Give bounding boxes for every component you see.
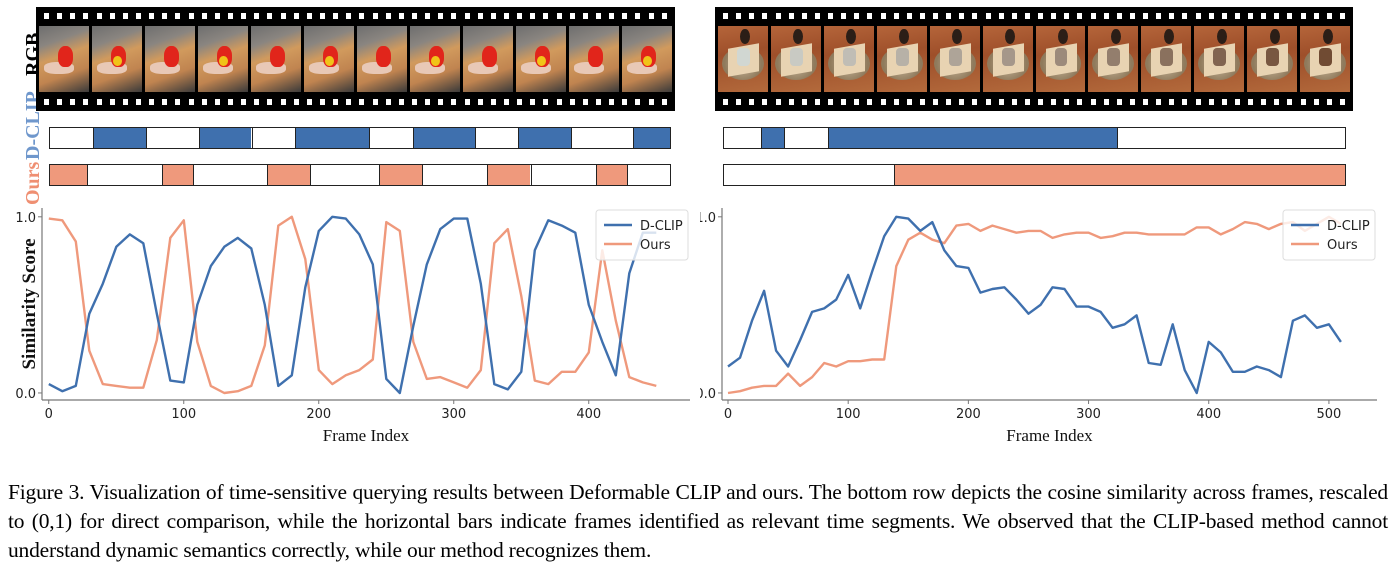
- legend-box: [595, 209, 689, 261]
- video-frame: [145, 26, 195, 92]
- video-frame: [1194, 26, 1245, 92]
- video-frame: [39, 26, 89, 92]
- chart-legend: D-CLIP Ours: [1282, 209, 1376, 261]
- ours-segment-relevant: [267, 165, 311, 185]
- legend-label: Ours: [1327, 238, 1358, 253]
- video-frame: [304, 26, 354, 92]
- x-tick-label: 200: [306, 407, 331, 422]
- dclip-segment-irrelevant: [146, 128, 199, 148]
- y-tick-label: 1.0: [15, 211, 36, 226]
- video-frame: [569, 26, 619, 92]
- figure-caption: Figure 3. Visualization of time-sensitiv…: [8, 480, 1388, 562]
- dclip-segment-irrelevant: [783, 128, 828, 148]
- dclip-segment-irrelevant: [724, 128, 762, 148]
- series-line-ours: [48, 215, 657, 395]
- video-frame: [463, 26, 513, 92]
- ours-segment-irrelevant: [422, 165, 488, 185]
- segment-bar-ours-right: [723, 164, 1346, 186]
- video-frame: [876, 26, 927, 92]
- dclip-segment-irrelevant: [474, 128, 519, 148]
- video-frame: [92, 26, 142, 92]
- legend-box: [1282, 209, 1376, 261]
- x-tick-label: 400: [1196, 407, 1221, 422]
- video-frame: [982, 26, 1033, 92]
- sprocket-holes-top: [36, 12, 675, 20]
- ours-segment-irrelevant: [310, 165, 379, 185]
- ours-segment-irrelevant: [192, 165, 267, 185]
- video-frame: [823, 26, 874, 92]
- dclip-segment-irrelevant: [251, 128, 295, 148]
- video-frame: [357, 26, 407, 92]
- ours-segment-relevant: [487, 165, 531, 185]
- x-tick-label: 0: [45, 407, 53, 422]
- similarity-chart-right: 0 100 200 300 400 500 0.0 1.0 Frame Index D-CLIP O…: [700, 208, 1377, 445]
- series-line-ours: [727, 215, 1342, 395]
- video-frame: [1141, 26, 1192, 92]
- legend-label: Ours: [640, 238, 671, 253]
- video-frame: [622, 26, 672, 92]
- ours-segment-relevant: [378, 165, 422, 185]
- video-frame: [1247, 26, 1298, 92]
- video-frame: [1088, 26, 1139, 92]
- dclip-segment-irrelevant: [50, 128, 94, 148]
- x-tick-label: 500: [1317, 407, 1342, 422]
- legend-label: D-CLIP: [640, 219, 683, 234]
- ours-segment-relevant: [893, 165, 1345, 185]
- video-frame: [929, 26, 980, 92]
- filmstrip-kitchen: [36, 7, 675, 111]
- sprocket-holes-top: [715, 12, 1353, 20]
- filmstrip-table: [715, 7, 1353, 111]
- x-tick-label: 0: [724, 407, 732, 422]
- ours-segment-irrelevant: [724, 165, 894, 185]
- ours-segment-irrelevant: [626, 165, 670, 185]
- x-tick-label: 100: [836, 407, 861, 422]
- ours-segment-relevant: [595, 165, 627, 185]
- series-line-d-clip: [727, 215, 1342, 395]
- dclip-segment-irrelevant: [1117, 128, 1345, 148]
- y-tick-label: 0.0: [700, 387, 716, 402]
- similarity-chart-left: 0 100 200 300 400 0.0 1.0 Frame Index Similarity…: [15, 208, 690, 445]
- dclip-segment-irrelevant: [369, 128, 413, 148]
- dclip-segment-relevant: [294, 128, 370, 148]
- ours-segment-relevant: [161, 165, 193, 185]
- x-tick-label: 200: [956, 407, 981, 422]
- dclip-segment-relevant: [761, 128, 784, 148]
- segment-bar-dclip-left: [49, 127, 671, 149]
- x-tick-label: 400: [576, 407, 601, 422]
- y-tick-label: 1.0: [700, 211, 716, 226]
- video-frame: [718, 26, 768, 92]
- video-frame: [516, 26, 566, 92]
- video-frame: [1035, 26, 1086, 92]
- dclip-segment-relevant: [632, 128, 670, 148]
- segment-bar-dclip-right: [723, 127, 1346, 149]
- series-line-d-clip: [48, 215, 657, 395]
- x-axis-label: Frame Index: [323, 426, 410, 445]
- ours-segment-irrelevant: [530, 165, 596, 185]
- ours-segment-relevant: [50, 165, 88, 185]
- chart-legend: D-CLIP Ours: [595, 209, 689, 261]
- x-tick-label: 100: [171, 407, 196, 422]
- sprocket-holes-bottom: [715, 98, 1353, 106]
- video-frame: [251, 26, 301, 92]
- video-frame: [1300, 26, 1351, 92]
- segment-bar-ours-left: [49, 164, 671, 186]
- x-axis-label: Frame Index: [1006, 426, 1093, 445]
- dclip-segment-irrelevant: [570, 128, 633, 148]
- x-tick-label: 300: [441, 407, 466, 422]
- y-tick-label: 0.0: [15, 387, 36, 402]
- video-frame: [198, 26, 248, 92]
- dclip-segment-relevant: [412, 128, 475, 148]
- dclip-segment-relevant: [518, 128, 571, 148]
- video-frame: [410, 26, 460, 92]
- dclip-segment-relevant: [198, 128, 252, 148]
- legend-label: D-CLIP: [1327, 219, 1370, 234]
- x-tick-label: 300: [1076, 407, 1101, 422]
- video-frame: [770, 26, 821, 92]
- dclip-segment-relevant: [93, 128, 147, 148]
- sprocket-holes-bottom: [36, 98, 675, 106]
- ours-segment-irrelevant: [87, 165, 162, 185]
- dclip-segment-relevant: [827, 128, 1118, 148]
- y-axis-label: Similarity Score: [19, 238, 40, 369]
